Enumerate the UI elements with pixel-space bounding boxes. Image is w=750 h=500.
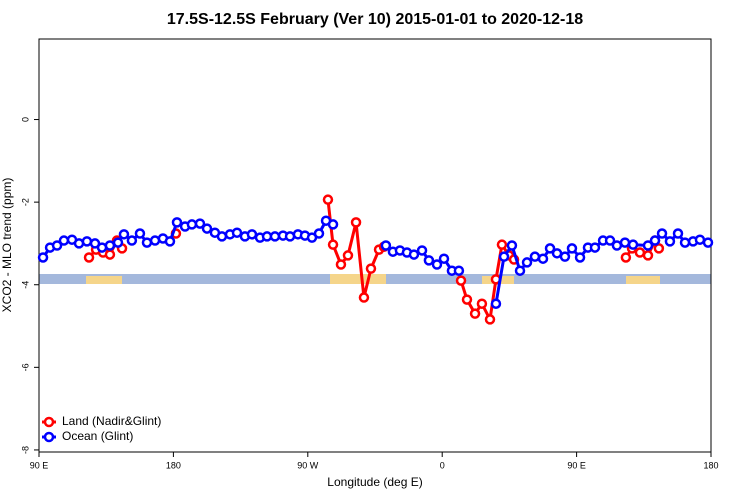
data-point bbox=[589, 242, 601, 253]
x-tick-label: 180 bbox=[703, 460, 718, 470]
data-point bbox=[380, 240, 392, 251]
data-point bbox=[37, 252, 49, 263]
data-point bbox=[529, 251, 541, 262]
data-point bbox=[476, 298, 488, 309]
data-point bbox=[619, 237, 631, 248]
y-tick-label: -6 bbox=[20, 363, 30, 371]
data-point bbox=[186, 219, 198, 230]
data-point bbox=[521, 257, 533, 268]
land-patch bbox=[626, 276, 660, 284]
data-point bbox=[498, 251, 510, 262]
data-point bbox=[455, 275, 467, 286]
data-point bbox=[679, 237, 691, 248]
data-point bbox=[112, 237, 124, 248]
x-tick-label: 180 bbox=[166, 460, 181, 470]
data-point bbox=[327, 219, 339, 230]
chart-title: 17.5S-12.5S February (Ver 10) 2015-01-01… bbox=[167, 11, 583, 28]
data-point bbox=[627, 239, 639, 250]
data-point bbox=[604, 235, 616, 246]
data-point bbox=[653, 243, 665, 254]
data-point bbox=[327, 239, 339, 250]
data-point bbox=[484, 314, 496, 325]
data-point bbox=[365, 263, 377, 274]
data-point bbox=[194, 218, 206, 229]
land-patch bbox=[330, 274, 386, 284]
data-point bbox=[620, 252, 632, 263]
data-point bbox=[164, 236, 176, 247]
data-point bbox=[566, 243, 578, 254]
data-point bbox=[104, 240, 116, 251]
data-point bbox=[490, 298, 502, 309]
y-tick-label: 0 bbox=[20, 117, 30, 122]
data-point bbox=[408, 249, 420, 260]
data-point bbox=[313, 228, 325, 239]
data-point bbox=[134, 228, 146, 239]
data-point bbox=[514, 265, 526, 276]
data-point bbox=[335, 259, 347, 270]
data-point bbox=[642, 250, 654, 261]
data-point bbox=[544, 243, 556, 254]
data-point bbox=[171, 217, 183, 228]
data-point bbox=[350, 217, 362, 228]
data-point bbox=[322, 194, 334, 205]
data-point bbox=[672, 228, 684, 239]
data-point bbox=[358, 292, 370, 303]
legend-marker bbox=[43, 431, 55, 443]
data-point bbox=[702, 237, 714, 248]
legend-label: Land (Nadir&Glint) bbox=[62, 414, 161, 428]
data-point bbox=[469, 308, 481, 319]
data-point bbox=[126, 235, 138, 246]
legend-marker bbox=[43, 416, 55, 428]
data-point bbox=[201, 223, 213, 234]
data-point bbox=[506, 240, 518, 251]
data-point bbox=[461, 294, 473, 305]
x-tick-label: 90 E bbox=[30, 460, 49, 470]
x-tick-label: 0 bbox=[440, 460, 445, 470]
data-point bbox=[438, 253, 450, 264]
data-point bbox=[416, 245, 428, 256]
data-point bbox=[642, 240, 654, 251]
land-patch bbox=[86, 276, 122, 284]
data-point bbox=[141, 237, 153, 248]
x-axis-label: Longitude (deg E) bbox=[327, 475, 422, 489]
data-point bbox=[656, 228, 668, 239]
data-point bbox=[694, 234, 706, 245]
data-point bbox=[537, 253, 549, 264]
data-point bbox=[423, 255, 435, 266]
data-point bbox=[246, 229, 258, 240]
data-point bbox=[118, 229, 130, 240]
data-point bbox=[649, 235, 661, 246]
data-point bbox=[216, 231, 228, 242]
data-point bbox=[453, 265, 465, 276]
data-point bbox=[574, 252, 586, 263]
y-tick-label: -4 bbox=[20, 281, 30, 289]
data-point bbox=[58, 235, 70, 246]
data-point bbox=[81, 236, 93, 247]
data-point bbox=[269, 231, 281, 242]
legend-label: Ocean (Glint) bbox=[62, 429, 133, 443]
data-point bbox=[496, 239, 508, 250]
data-point bbox=[559, 251, 571, 262]
x-tick-label: 90 E bbox=[567, 460, 586, 470]
x-tick-label: 90 W bbox=[297, 460, 319, 470]
data-point bbox=[431, 259, 443, 270]
data-point bbox=[634, 247, 646, 258]
data-point bbox=[231, 227, 243, 238]
data-point bbox=[342, 250, 354, 261]
y-tick-label: -8 bbox=[20, 446, 30, 454]
data-point bbox=[51, 240, 63, 251]
data-point bbox=[611, 240, 623, 251]
y-tick-label: -2 bbox=[20, 198, 30, 206]
data-point bbox=[83, 252, 95, 263]
y-axis-label: XCO2 - MLO trend (ppm) bbox=[0, 178, 14, 313]
data-point bbox=[664, 236, 676, 247]
land-mask bbox=[39, 274, 711, 284]
data-point bbox=[104, 249, 116, 260]
